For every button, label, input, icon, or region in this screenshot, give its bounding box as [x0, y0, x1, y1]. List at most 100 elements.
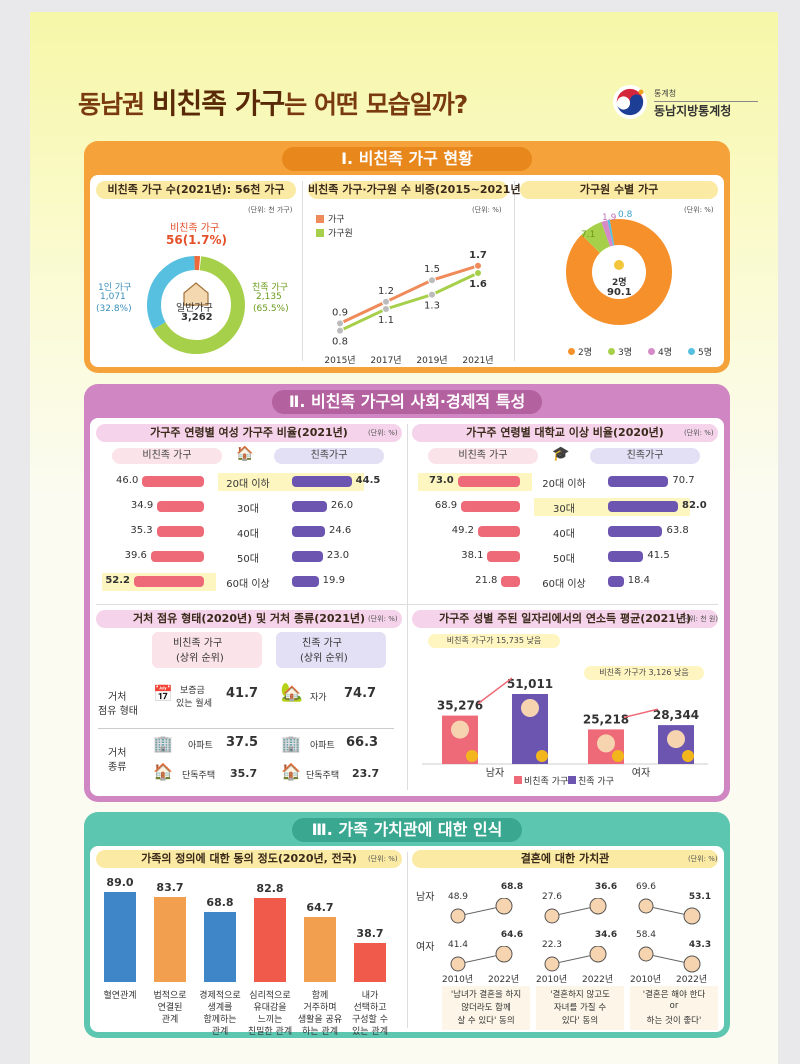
college-right-label: 친족가구 [590, 448, 700, 464]
page-title: 동남권 비친족 가구는 어떤 모습일까? [78, 87, 468, 120]
category-label: 혈연관계 [103, 991, 137, 1001]
row-type-b: 종류 [108, 762, 127, 773]
logo-small-text: 통계청 [654, 89, 677, 98]
caption-bg [442, 986, 530, 1030]
age-label: 20대 이하 [542, 479, 586, 490]
category-label: 느끼는 [257, 1015, 283, 1025]
caption-line: 살 수 있다' 동의 [457, 1016, 515, 1026]
x-tick-label: 2010년 [536, 975, 568, 985]
marriage-values-chart: 48.9 68.8 41.4 64.6 2010년 2022년 '남녀가 결혼을 하지 않더라… [440, 868, 722, 1032]
f-apt-value: 66.3 [346, 735, 379, 750]
category-label: 하는 관계 [302, 1027, 338, 1037]
legend-dot [568, 348, 575, 355]
legend-label: 3명 [618, 348, 633, 358]
data-label: 1.6 [469, 279, 487, 290]
trend-line [544, 898, 607, 924]
age-label: 40대 [553, 529, 575, 540]
caption-bg [536, 986, 624, 1030]
member-legend: 2명 3명 4명 5명 [548, 345, 718, 359]
donut-slice [566, 219, 672, 325]
family-col-header [276, 632, 386, 668]
bar-left [457, 476, 520, 487]
series-line [339, 271, 479, 332]
nonfamily-label: 비친족 가구 [170, 223, 220, 234]
legend-dot [608, 348, 615, 355]
section-2-body: 가구주 연령별 여성 가구주 비율(2021년) (단위: %) 비친족 가구 … [90, 418, 724, 796]
data-point [474, 269, 482, 277]
person-icon [451, 720, 469, 739]
category-label: 함께하는 [203, 1015, 237, 1025]
person-icon [495, 946, 513, 963]
member-5-value: 0.8 [618, 210, 633, 220]
unit-label: (단위: %) [368, 615, 398, 623]
coin-icon [536, 750, 548, 762]
bar [204, 912, 236, 982]
bar-right [608, 526, 663, 537]
value-left: 68.9 [434, 500, 458, 511]
data-point [336, 326, 344, 335]
age-label: 40대 [237, 529, 259, 540]
single-value: 1,071 [100, 292, 126, 302]
value-label: 83.7 [156, 881, 184, 895]
person-icon [638, 946, 654, 962]
family-col-sub: (상위 순위) [300, 653, 348, 664]
bar [354, 942, 386, 982]
category-label: 친밀한 관계 [247, 1027, 293, 1037]
house-icon: 🏠 [153, 762, 173, 781]
bar-left [150, 551, 204, 562]
f-house-label: 단독주택 [306, 771, 340, 781]
apartment-icon: 🏢 [281, 734, 301, 753]
value-left: 21.8 [475, 575, 498, 586]
income-bar-chart: 35,276 51,011 남자 25,218 28,344 여자 [422, 677, 708, 778]
center-value: 3,262 [181, 312, 213, 323]
bar-left [487, 551, 520, 562]
legend-label: 4명 [658, 348, 673, 358]
legend-dot [648, 348, 655, 355]
value-left: 39.6 [124, 550, 147, 561]
donut-hole [603, 256, 635, 288]
value-left: 49.2 [451, 525, 474, 536]
legend-label: 5명 [698, 348, 713, 358]
value-right: 18.4 [627, 575, 650, 586]
household-donut-chart [147, 256, 245, 354]
x-tick-label: 2022년 [488, 975, 520, 985]
female-left-label: 비친족 가구 [112, 448, 222, 464]
bar-right [292, 501, 327, 512]
person-icon [544, 908, 560, 924]
college-ratio-title: 가구주 연령별 대학교 이상 비율(2020년) [412, 424, 718, 442]
category-label: 함께 [311, 991, 329, 1001]
value-left: 38.1 [461, 550, 484, 561]
value-right: 26.0 [330, 500, 354, 511]
ratio-title: 비친족 가구·가구원 수 비중(2015~2021년) [308, 181, 526, 199]
person-icon [638, 898, 654, 914]
value-2010: 48.9 [447, 892, 469, 902]
value-right: 82.0 [682, 500, 707, 511]
f-tenure-label: 자가 [310, 693, 327, 703]
f-tenure-value: 74.7 [344, 686, 377, 701]
bar-right [608, 551, 644, 562]
value-2022: 53.1 [688, 892, 712, 902]
value-label: 89.0 [106, 876, 134, 889]
caption-line: 있다' 동의 [561, 1016, 599, 1026]
unit-label: (단위: 천 가구) [248, 206, 293, 214]
category-label: 생계를 [207, 1003, 233, 1013]
bar-right [608, 576, 624, 587]
x-tick-label: 2022년 [582, 975, 614, 985]
bar-left [478, 526, 520, 537]
household-count-title: 비친족 가구 수(2021년): 56천 가구 [96, 181, 296, 199]
unit-label: (단위: %) [684, 429, 714, 437]
bar-right [292, 551, 323, 562]
section-3-heading: Ⅲ. 가족 가치관에 대한 인식 [292, 818, 522, 842]
caption-line: '결혼하지 않고도 [550, 990, 610, 1000]
value-left: 46.0 [116, 475, 139, 486]
gap-connector [623, 708, 659, 719]
member-count-title: 가구원 수별 가구 [520, 181, 718, 199]
bar-right [292, 476, 352, 487]
data-point [428, 290, 436, 299]
member-center-value: 90.1 [607, 287, 632, 298]
unit-label: (단위: %) [472, 206, 502, 214]
value-2010: 41.4 [447, 940, 469, 950]
value-2022: 43.3 [688, 940, 712, 950]
marriage-values-title: 결혼에 대한 가치관 [412, 850, 718, 868]
house-icon: 🏠 [281, 762, 301, 781]
